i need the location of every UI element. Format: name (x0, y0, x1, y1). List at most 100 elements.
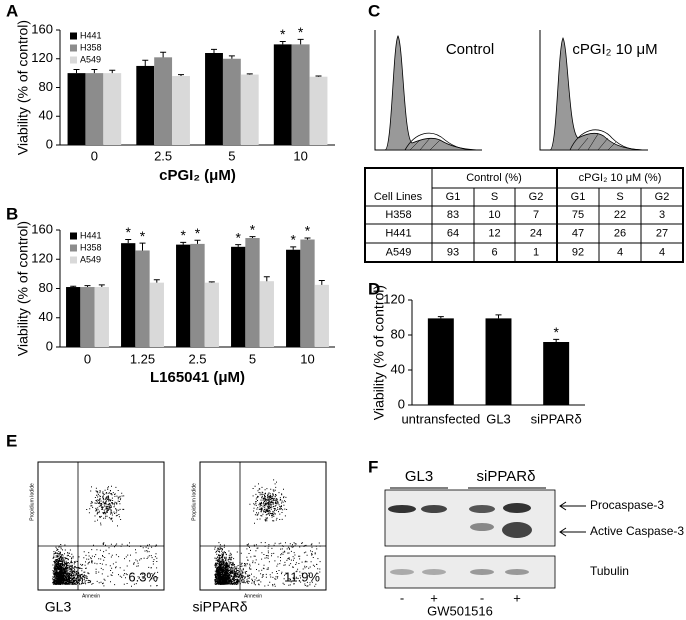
table-subheader: G1 (446, 191, 461, 203)
error-bar (84, 285, 91, 288)
scatter-dots (214, 479, 321, 587)
y-tick-label: 0 (46, 136, 53, 151)
table-cell: 26 (614, 227, 626, 239)
bar (80, 287, 95, 347)
table-header: cPGI₂ 10 μM (%) (579, 172, 662, 184)
table-cell: 83 (447, 209, 459, 221)
error-bar (211, 48, 217, 53)
y-tick-label: 120 (31, 50, 53, 65)
legend-swatch (70, 256, 77, 264)
y-tick-label: 40 (39, 108, 53, 123)
table-cell: 75 (572, 209, 584, 221)
table-cell: 27 (656, 227, 668, 239)
legend-swatch (70, 56, 77, 64)
bar (149, 282, 164, 347)
bar (273, 44, 292, 145)
bar (286, 249, 301, 347)
y-tick-label: 160 (31, 221, 53, 236)
y-tick-label: 80 (391, 326, 405, 341)
treatment-sign: - (480, 590, 484, 605)
error-bar (318, 279, 325, 285)
legend-label: H358 (80, 242, 102, 252)
error-bar (246, 73, 253, 75)
table-cell: 12 (488, 227, 500, 239)
table-cell: 10 (488, 209, 500, 221)
table-header: Cell Lines (374, 191, 423, 203)
error-bar (208, 281, 215, 283)
table-cell: 93 (447, 246, 459, 258)
band-label: Active Caspase-3 (590, 524, 684, 538)
bar (103, 73, 122, 145)
quadrant-percent: 11.9% (284, 569, 320, 584)
x-axis-title: L165041 (μM) (150, 369, 245, 386)
error-bar (139, 242, 146, 251)
legend-label: H358 (80, 42, 102, 52)
group-label: GL3 (405, 468, 433, 485)
error-bar (109, 69, 116, 74)
y-axis-title: Propidium Iodide (191, 483, 197, 521)
y-tick-label: 120 (31, 251, 53, 266)
table-cell: 64 (447, 227, 459, 239)
y-tick-label: 40 (391, 361, 405, 376)
table-cell: 22 (614, 209, 626, 221)
legend-swatch (70, 44, 77, 52)
treatment-sign: - (400, 590, 404, 605)
bar (190, 243, 205, 347)
error-bar (437, 316, 444, 319)
y-tick-label: 40 (39, 309, 53, 324)
x-axis-title: Annexin (82, 593, 100, 599)
bar (314, 284, 329, 347)
x-tick-label: 10 (293, 148, 307, 163)
legend-label: A549 (80, 54, 101, 64)
table-cell: A549 (386, 246, 412, 258)
histogram-control (374, 30, 482, 151)
error-bar (125, 239, 132, 244)
legend-label: H441 (80, 230, 102, 240)
table-subheader: G2 (529, 191, 544, 203)
bar (543, 342, 570, 405)
histogram-treated (539, 30, 648, 151)
significance-marker: * (290, 232, 296, 248)
x-tick-label: 0 (91, 148, 98, 163)
x-tick-label: 5 (249, 351, 256, 366)
x-tick-label: 0 (84, 351, 91, 366)
significance-marker: * (250, 221, 256, 237)
significance-marker: * (298, 24, 304, 40)
error-bar (297, 38, 304, 45)
y-tick-label: 120 (383, 291, 405, 306)
plot-label: GL3 (45, 599, 72, 615)
error-bar (279, 41, 286, 45)
error-bar (290, 246, 297, 250)
x-tick-label: 1.25 (130, 351, 155, 366)
table-cell: H358 (385, 209, 411, 221)
table-border (364, 167, 684, 263)
y-axis-title: Viability (% of control) (15, 221, 31, 356)
error-bar (495, 314, 502, 319)
error-bar (194, 239, 201, 244)
treatment-sign: + (430, 590, 438, 605)
bar (94, 287, 109, 347)
error-bar (70, 285, 77, 288)
x-tick-label: 5 (228, 148, 235, 163)
quadrant-lines (200, 462, 326, 590)
significance-marker: * (180, 227, 186, 243)
y-tick-label: 160 (31, 21, 53, 36)
legend-swatch (70, 232, 77, 240)
x-tick-label: siPPARδ (531, 411, 582, 426)
significance-marker: * (125, 224, 131, 240)
bar (136, 65, 155, 145)
bar (427, 318, 454, 405)
error-bar (142, 59, 149, 66)
error-bar (263, 276, 270, 282)
significance-marker: * (305, 223, 311, 239)
error-bar (160, 51, 167, 58)
panel-letter: B (6, 204, 18, 223)
y-tick-label: 80 (39, 79, 53, 94)
bar (85, 73, 104, 145)
treatment-sign: + (513, 590, 521, 605)
bar (245, 238, 260, 347)
table-subheader: S (491, 191, 498, 203)
legend-swatch (70, 244, 77, 252)
panel-letter: D (368, 279, 380, 298)
